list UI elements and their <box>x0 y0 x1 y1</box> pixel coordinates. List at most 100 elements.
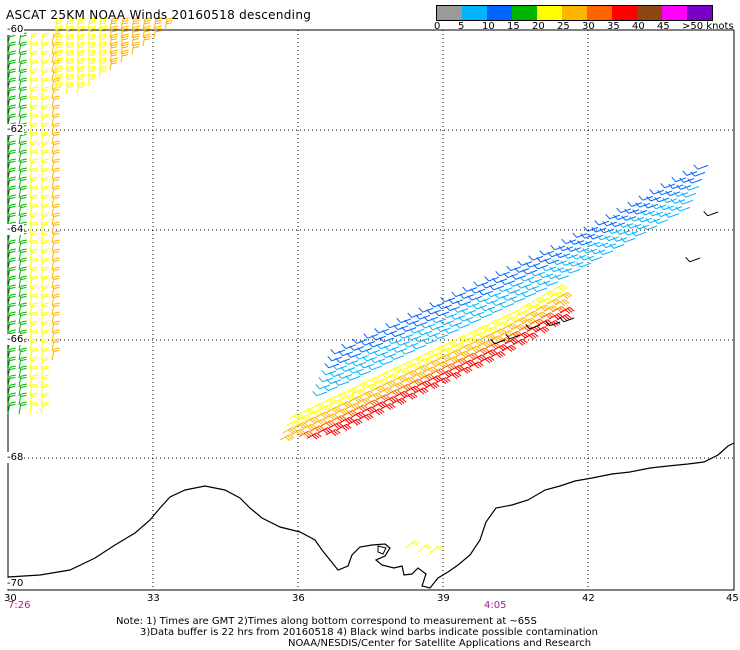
wind-barb <box>362 383 378 391</box>
wind-barb <box>548 313 564 321</box>
wind-barb <box>354 381 370 389</box>
wind-barb <box>515 331 531 339</box>
wind-barb <box>40 338 49 352</box>
wind-barb <box>664 212 680 218</box>
wind-barb <box>538 297 554 305</box>
colorbar-label: 35 <box>607 21 620 32</box>
wind-barb <box>40 302 49 316</box>
wind-barb <box>499 330 515 338</box>
wind-barb <box>468 361 484 369</box>
wind-barb <box>40 167 49 181</box>
wind-barb <box>477 312 493 319</box>
wind-barb <box>667 205 683 211</box>
lon-label: 39 <box>437 593 450 604</box>
wind-barb <box>307 409 323 417</box>
map-frame <box>7 29 735 591</box>
wind-barb <box>29 293 38 307</box>
wind-barb <box>422 366 438 374</box>
wind-barb <box>424 382 440 390</box>
wind-barb <box>449 364 465 372</box>
wind-barb <box>329 399 345 407</box>
wind-barb <box>54 33 63 47</box>
wind-barb <box>40 230 49 244</box>
wind-barb <box>288 413 304 421</box>
wind-barb <box>76 33 85 47</box>
wind-barb <box>414 364 430 372</box>
wind-barb <box>29 365 38 379</box>
wind-barb <box>29 401 38 415</box>
wind-barb <box>29 140 38 154</box>
wind-barb <box>594 220 610 226</box>
wind-barb <box>438 370 454 378</box>
wind-barb <box>29 32 38 46</box>
wind-barb <box>582 248 598 254</box>
wind-barb <box>51 77 60 91</box>
wind-barb <box>433 361 449 369</box>
wind-barb <box>444 356 460 364</box>
wind-barb <box>337 401 353 409</box>
colorbar-label: 45 <box>657 21 670 32</box>
wind-barb <box>458 343 474 351</box>
wind-barb <box>40 158 49 172</box>
wind-barb <box>405 385 421 393</box>
wind-barb <box>343 387 359 395</box>
wind-barb <box>29 329 38 343</box>
wind-barb <box>65 17 74 31</box>
wind-barb <box>18 374 27 388</box>
wind-barb <box>109 49 118 63</box>
wind-barb <box>7 383 16 397</box>
wind-barb <box>642 224 658 231</box>
wind-barb <box>18 185 27 199</box>
wind-barb <box>599 227 615 234</box>
wind-barb <box>516 309 532 317</box>
wind-barb <box>643 203 659 209</box>
wind-barb <box>51 140 60 154</box>
wind-barb <box>526 325 542 333</box>
wind-barb <box>532 286 548 293</box>
wind-barb <box>7 68 16 82</box>
wind-barb <box>87 57 96 71</box>
wind-barb <box>40 77 49 91</box>
wind-barb <box>638 195 654 201</box>
wind-barb <box>425 359 441 367</box>
wind-barb <box>587 255 603 262</box>
wind-barb <box>120 17 129 31</box>
wind-barb <box>350 411 366 419</box>
wind-barb <box>543 280 559 287</box>
wind-barb <box>18 149 27 163</box>
wind-barb <box>389 382 405 390</box>
wind-barb <box>29 266 38 280</box>
wind-barb <box>65 41 74 55</box>
wind-barb <box>435 377 451 385</box>
colorbar-swatch <box>687 6 712 20</box>
wind-barb <box>416 380 432 388</box>
wind-barb <box>615 229 631 235</box>
wind-barb <box>40 347 49 361</box>
wind-barb <box>441 363 457 371</box>
wind-barb <box>98 65 107 79</box>
wind-barb <box>444 328 460 334</box>
wind-barb <box>54 41 63 55</box>
wind-barb <box>40 32 49 46</box>
wind-barb <box>7 104 16 118</box>
wind-barb <box>507 330 523 338</box>
wind-barb <box>690 171 706 177</box>
wind-barb <box>632 209 648 215</box>
wind-barb <box>596 234 612 241</box>
wind-barb <box>18 293 27 307</box>
wind-barb <box>51 266 60 280</box>
wind-barb <box>549 266 565 273</box>
wind-barb <box>623 230 639 236</box>
wind-barb <box>472 331 488 339</box>
wind-barb <box>602 220 618 227</box>
wind-barb <box>502 323 518 331</box>
wind-barb <box>87 33 96 47</box>
wind-barb <box>637 217 653 223</box>
wind-barb <box>51 293 60 307</box>
wind-barb <box>29 131 38 145</box>
wind-barb <box>51 329 60 343</box>
wind-barb <box>413 387 429 395</box>
wind-barb <box>598 249 614 256</box>
wind-barb <box>604 235 620 242</box>
wind-barb <box>18 167 27 181</box>
